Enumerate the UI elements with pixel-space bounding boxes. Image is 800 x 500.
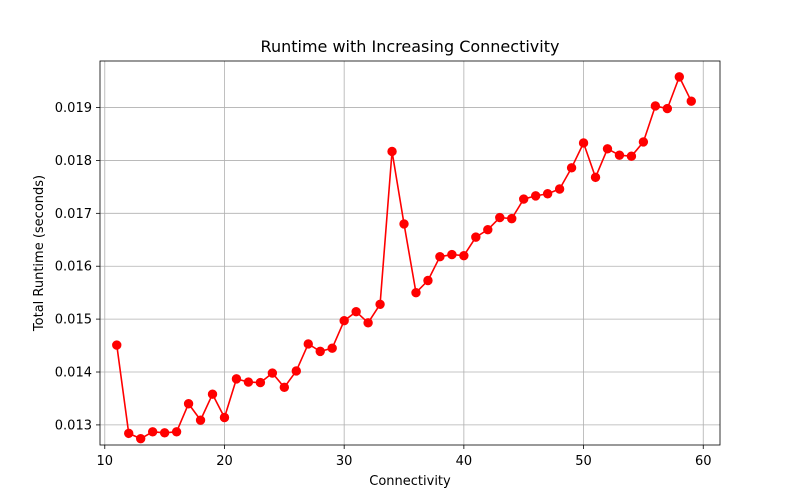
chart-title: Runtime with Increasing Connectivity bbox=[261, 37, 560, 56]
data-point bbox=[219, 412, 230, 423]
y-axis-label: Total Runtime (seconds) bbox=[32, 175, 47, 332]
data-point bbox=[267, 368, 278, 378]
data-point bbox=[387, 146, 397, 157]
y-tick-label: 0.017 bbox=[55, 207, 92, 222]
data-point bbox=[602, 144, 613, 154]
data-point bbox=[507, 213, 517, 224]
data-point bbox=[207, 389, 218, 399]
data-point bbox=[327, 343, 337, 353]
data-point bbox=[662, 103, 673, 114]
plot-frame bbox=[99, 60, 721, 446]
data-point bbox=[135, 433, 146, 444]
y-tick-label: 0.016 bbox=[55, 260, 92, 275]
data-point bbox=[638, 137, 649, 147]
data-point bbox=[435, 252, 445, 262]
y-tick-label: 0.013 bbox=[55, 418, 92, 433]
data-point bbox=[339, 316, 349, 326]
data-point bbox=[530, 191, 541, 201]
x-tick-label: 60 bbox=[695, 454, 712, 469]
x-tick-label: 50 bbox=[575, 454, 592, 469]
data-point bbox=[578, 138, 589, 148]
data-point bbox=[686, 96, 696, 106]
data-point bbox=[495, 212, 505, 223]
axes-layer: 10 20 30 40 50 60 0.013 0.014 0.015 0.016 0.017 0.0… bbox=[55, 60, 721, 469]
data-point bbox=[231, 374, 242, 384]
data-point bbox=[447, 249, 457, 260]
data-point bbox=[303, 339, 313, 349]
data-point bbox=[459, 250, 469, 261]
data-point bbox=[566, 163, 577, 173]
y-tick-label: 0.014 bbox=[55, 366, 92, 381]
y-tick-label: 0.015 bbox=[55, 313, 92, 328]
series-line bbox=[115, 76, 692, 440]
x-axis-label: Connectivity bbox=[369, 474, 451, 489]
data-point bbox=[471, 232, 481, 242]
data-point bbox=[171, 427, 182, 437]
x-tick-label: 40 bbox=[456, 454, 473, 469]
data-point bbox=[590, 172, 601, 183]
x-tick-label: 20 bbox=[216, 454, 233, 469]
data-point bbox=[519, 194, 529, 204]
data-point bbox=[626, 151, 637, 161]
data-point bbox=[279, 382, 290, 393]
x-tick-label: 30 bbox=[336, 454, 353, 469]
y-tick-label: 0.019 bbox=[55, 101, 92, 116]
grid-layer bbox=[100, 61, 720, 445]
data-point bbox=[363, 318, 373, 328]
data-point bbox=[399, 219, 409, 229]
data-point bbox=[183, 399, 194, 409]
data-point bbox=[411, 287, 421, 298]
data-point bbox=[423, 275, 433, 286]
data-point bbox=[124, 428, 134, 439]
data-point bbox=[351, 307, 361, 317]
data-point bbox=[375, 299, 385, 310]
x-tick-label: 10 bbox=[97, 454, 114, 469]
data-point bbox=[255, 377, 266, 388]
data-point bbox=[483, 225, 493, 235]
data-point bbox=[147, 427, 158, 437]
data-point bbox=[650, 101, 661, 111]
data-point bbox=[674, 72, 685, 82]
data-point bbox=[243, 377, 254, 387]
data-point bbox=[614, 150, 625, 160]
data-point bbox=[159, 428, 170, 438]
data-point bbox=[195, 415, 206, 425]
data-point bbox=[315, 346, 325, 357]
data-point bbox=[554, 184, 565, 194]
y-tick-label: 0.018 bbox=[55, 154, 92, 169]
data-point bbox=[542, 189, 553, 199]
data-point bbox=[291, 366, 301, 376]
series-layer bbox=[112, 72, 696, 444]
data-point bbox=[112, 340, 122, 350]
